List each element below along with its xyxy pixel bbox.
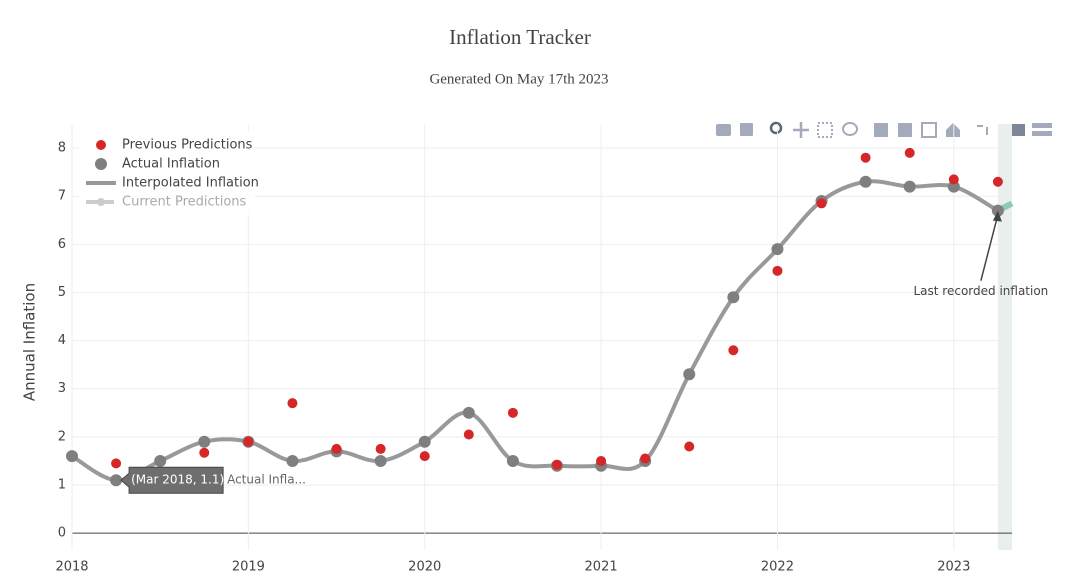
y-tick-label: 6 xyxy=(58,237,66,252)
modebar xyxy=(716,121,1052,138)
data-point xyxy=(727,291,740,304)
hover-name: Actual Infla... xyxy=(227,473,306,487)
data-point xyxy=(771,243,784,256)
lasso-button[interactable] xyxy=(842,122,858,136)
y-axis-label: Annual Inflation xyxy=(21,283,39,401)
legend-label: Current Predictions xyxy=(122,195,247,210)
data-point xyxy=(684,441,695,452)
reset-button[interactable] xyxy=(946,123,960,137)
x-tick-label: 2018 xyxy=(55,560,88,575)
data-point xyxy=(640,453,651,464)
camera-button[interactable] xyxy=(716,124,731,136)
autoscale-button[interactable] xyxy=(921,122,937,138)
data-point xyxy=(198,435,211,448)
data-point xyxy=(374,454,387,467)
data-point xyxy=(683,368,696,381)
legend-label: Actual Inflation xyxy=(122,157,220,172)
data-point xyxy=(947,180,960,193)
annotation-text: Last recorded inflation xyxy=(913,284,1048,298)
legend-label: Interpolated Inflation xyxy=(122,176,259,191)
y-tick-label: 8 xyxy=(58,141,66,156)
data-point xyxy=(199,447,210,458)
zoom-in-button[interactable] xyxy=(874,123,888,137)
data-point xyxy=(418,435,431,448)
box-select-button[interactable] xyxy=(817,122,833,138)
data-point xyxy=(419,451,430,462)
zoom-out-button[interactable] xyxy=(898,123,912,137)
data-point xyxy=(772,265,783,276)
y-tick-label: 3 xyxy=(58,381,66,396)
data-point xyxy=(507,407,518,418)
y-tick-label: 4 xyxy=(58,333,66,348)
legend-marker xyxy=(97,198,105,206)
data-point xyxy=(286,454,299,467)
data-point xyxy=(904,147,915,158)
data-point xyxy=(903,180,916,193)
data-point xyxy=(154,454,167,467)
data-point xyxy=(462,406,475,419)
x-tick-label: 2023 xyxy=(937,560,970,575)
data-point xyxy=(66,450,78,463)
legend-marker xyxy=(95,158,107,170)
x-tick-label: 2019 xyxy=(232,560,265,575)
plot-area: 0 1 2 3 4 5 6 7 8 2018 2019 2020 2021 2022 2023 Last re… xyxy=(55,124,1048,575)
annotation-arrow xyxy=(980,214,999,281)
hover-text: (Mar 2018, 1.1) xyxy=(131,473,224,487)
hover-compare-button[interactable] xyxy=(1032,123,1052,136)
data-point xyxy=(243,436,254,447)
data-point xyxy=(596,455,607,466)
y-tick-label: 1 xyxy=(58,478,66,493)
arrow-head xyxy=(992,210,1002,222)
prediction-zone xyxy=(997,124,1012,550)
data-point xyxy=(287,398,298,409)
chart-title: Inflation Tracker xyxy=(449,25,591,49)
pan-button[interactable] xyxy=(793,122,809,138)
x-tick-label: 2020 xyxy=(408,560,441,575)
data-point xyxy=(375,443,386,454)
zoom-button[interactable] xyxy=(769,121,783,135)
x-tick-label: 2022 xyxy=(761,560,794,575)
x-tick-label: 2021 xyxy=(585,560,618,575)
y-tick-label: 2 xyxy=(58,429,66,444)
legend-label: Previous Predictions xyxy=(122,138,253,153)
data-point xyxy=(992,176,1003,187)
y-tick-label: 7 xyxy=(58,189,66,204)
data-point xyxy=(948,174,959,185)
y-tick-label: 0 xyxy=(58,526,66,541)
data-point xyxy=(728,345,739,356)
data-point xyxy=(816,198,827,209)
interpolated-line xyxy=(70,179,999,483)
y-tick-label: 5 xyxy=(58,285,66,300)
data-point xyxy=(506,454,519,467)
data-point xyxy=(551,459,562,470)
data-point xyxy=(860,152,871,163)
legend-marker xyxy=(96,140,106,150)
hover-box xyxy=(120,466,224,494)
spike-button[interactable] xyxy=(977,125,988,135)
save-button[interactable] xyxy=(740,123,753,136)
legend: Previous Predictions Actual Inflation Inte… xyxy=(80,131,259,215)
data-point xyxy=(331,443,342,454)
data-point xyxy=(111,458,122,469)
data-point xyxy=(859,175,872,188)
data-point xyxy=(463,429,474,440)
data-point xyxy=(110,474,123,487)
chart-subtitle: Generated On May 17th 2023 xyxy=(429,71,608,87)
